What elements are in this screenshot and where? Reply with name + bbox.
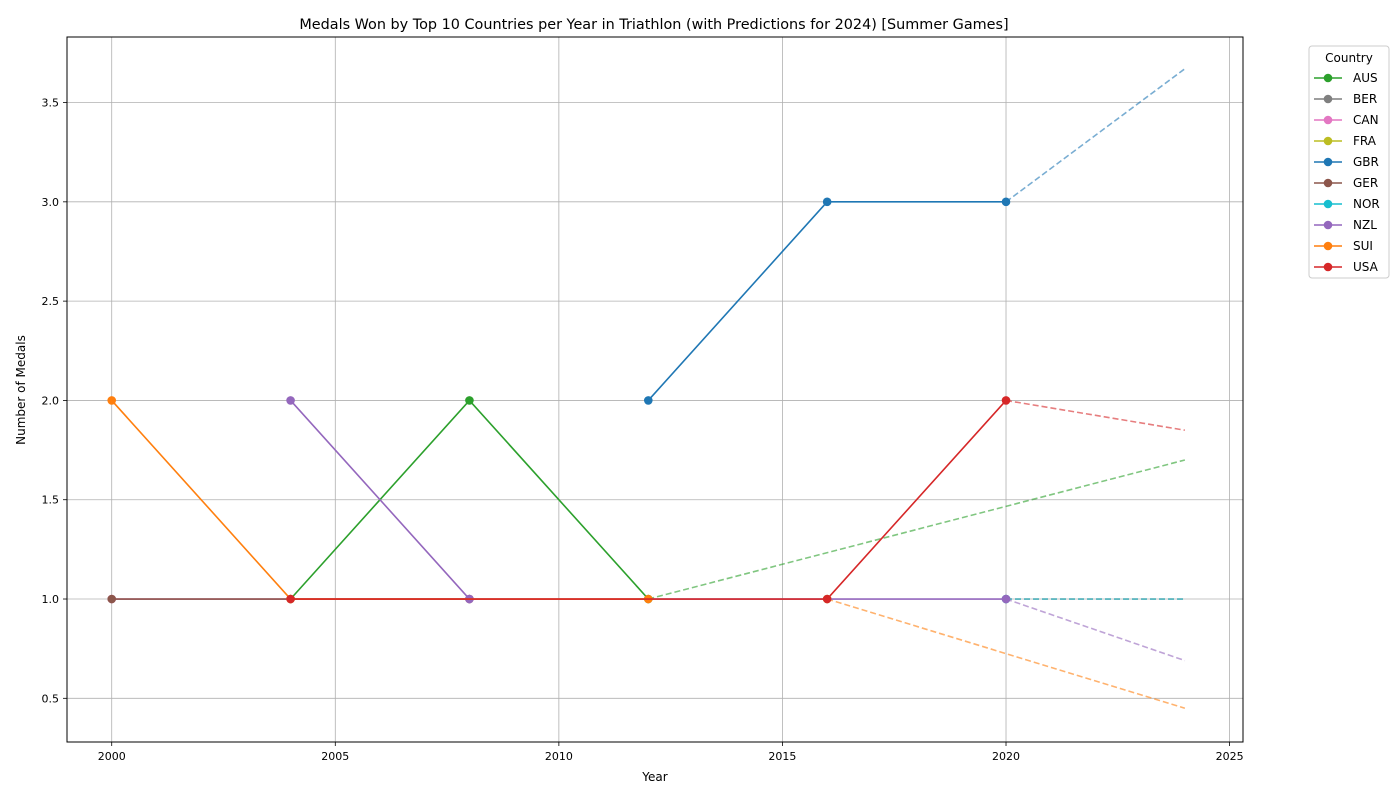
legend-label: BER bbox=[1353, 92, 1377, 106]
legend-swatch-marker bbox=[1323, 178, 1333, 188]
y-tick-label: 2.0 bbox=[42, 394, 60, 407]
x-tick-label: 2015 bbox=[768, 750, 796, 763]
y-tick-label: 3.0 bbox=[42, 196, 60, 209]
legend-label: GBR bbox=[1353, 155, 1379, 169]
legend-entry-gbr: GBR bbox=[1314, 155, 1379, 169]
data-point-ger bbox=[107, 594, 117, 604]
legend-entry-ber: BER bbox=[1314, 92, 1377, 106]
y-axis-label: Number of Medals bbox=[14, 335, 28, 445]
legend-entry-ger: GER bbox=[1314, 176, 1378, 190]
prediction-line-nzl bbox=[1005, 598, 1186, 662]
legend-label: FRA bbox=[1353, 134, 1377, 148]
legend-entry-fra: FRA bbox=[1314, 134, 1377, 148]
x-axis-label: Year bbox=[641, 770, 667, 784]
prediction-line-sui bbox=[826, 598, 1186, 710]
data-point-nzl bbox=[286, 396, 295, 405]
prediction-line-gbr bbox=[1005, 68, 1186, 203]
legend-entry-sui: SUI bbox=[1314, 239, 1373, 253]
prediction-line-aus bbox=[648, 459, 1186, 600]
data-point-nzl bbox=[1001, 594, 1011, 604]
data-point-gbr bbox=[643, 396, 653, 405]
data-point-usa bbox=[286, 594, 295, 604]
x-axis-ticks: 2000 2005 2010 2015 2020 2025 bbox=[98, 742, 1244, 763]
x-tick-label: 2010 bbox=[545, 750, 573, 763]
legend-label: NOR bbox=[1353, 197, 1380, 211]
legend-label: AUS bbox=[1353, 71, 1378, 85]
chart-title: Medals Won by Top 10 Countries per Year … bbox=[299, 17, 1008, 33]
legend-swatch-marker bbox=[1323, 94, 1333, 104]
legend: Country AUS BER CAN FRA GBR GER NOR NZL SUI USA bbox=[1308, 45, 1390, 279]
x-tick-label: 2005 bbox=[321, 750, 349, 763]
prediction-line-usa bbox=[1005, 399, 1186, 432]
y-tick-label: 3.5 bbox=[42, 97, 60, 110]
prediction-lines bbox=[648, 68, 1186, 710]
plot-frame bbox=[66, 36, 1244, 743]
data-point-sui bbox=[107, 396, 117, 405]
legend-frame bbox=[1308, 45, 1390, 279]
grid-lines bbox=[67, 37, 1243, 742]
legend-swatch-marker bbox=[1323, 136, 1333, 146]
legend-swatch-marker bbox=[1323, 73, 1333, 83]
legend-swatch-marker bbox=[1323, 199, 1333, 209]
y-tick-label: 1.0 bbox=[42, 593, 60, 606]
legend-entry-usa: USA bbox=[1314, 260, 1379, 274]
y-axis-ticks: 0.5 1.0 1.5 2.0 2.5 3.0 3.5 bbox=[42, 97, 67, 705]
data-point-gbr bbox=[822, 197, 832, 207]
x-tick-label: 2020 bbox=[992, 750, 1020, 763]
legend-swatch-marker bbox=[1323, 241, 1333, 251]
legend-label: GER bbox=[1353, 176, 1378, 190]
y-tick-label: 0.5 bbox=[42, 692, 60, 705]
legend-entry-can: CAN bbox=[1314, 113, 1379, 127]
legend-label: CAN bbox=[1353, 113, 1379, 127]
legend-swatch-marker bbox=[1323, 115, 1333, 125]
data-point-usa bbox=[1001, 396, 1011, 405]
legend-entry-nzl: NZL bbox=[1314, 218, 1377, 232]
legend-swatch-marker bbox=[1323, 220, 1333, 230]
data-point-aus bbox=[465, 396, 474, 405]
series-lines bbox=[107, 197, 1011, 604]
y-tick-label: 1.5 bbox=[42, 494, 60, 507]
legend-label: NZL bbox=[1353, 218, 1377, 232]
data-point-usa bbox=[822, 594, 832, 604]
legend-title: Country bbox=[1325, 51, 1373, 65]
legend-swatch-marker bbox=[1323, 262, 1333, 272]
y-tick-label: 2.5 bbox=[42, 295, 60, 308]
legend-label: SUI bbox=[1353, 239, 1373, 253]
x-tick-label: 2000 bbox=[98, 750, 126, 763]
legend-swatch-marker bbox=[1323, 157, 1333, 167]
data-point-gbr bbox=[1001, 197, 1011, 207]
legend-entry-nor: NOR bbox=[1314, 197, 1380, 211]
x-tick-label: 2025 bbox=[1216, 750, 1244, 763]
legend-label: USA bbox=[1353, 260, 1379, 274]
legend-entry-aus: AUS bbox=[1314, 71, 1378, 85]
